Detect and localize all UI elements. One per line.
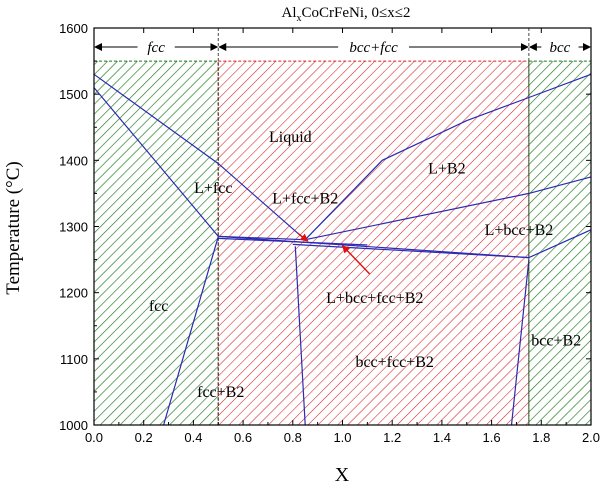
annotation-arrow-2 bbox=[341, 244, 371, 275]
phase-label-5: L+bcc+B2 bbox=[485, 222, 554, 239]
phase-label-9: bcc+B2 bbox=[531, 332, 581, 349]
phase-label-3: L+fcc bbox=[194, 180, 232, 197]
annotation-arrow-1 bbox=[297, 232, 309, 242]
header-label-2: bcc+fcc bbox=[349, 40, 398, 56]
phase-label-4: L+fcc+B2 bbox=[272, 191, 338, 208]
phase-label-10: fcc+B2 bbox=[197, 384, 244, 401]
y-tick-label-2: 1100 bbox=[60, 352, 88, 367]
x-tick-label-5: 0.8 bbox=[284, 430, 302, 445]
x-tick-label-7: 1.2 bbox=[383, 430, 401, 445]
y-tick-label-1: 1000 bbox=[59, 418, 88, 433]
title-main: Al bbox=[282, 5, 297, 21]
header-labels: fcc bcc+fcc bcc bbox=[94, 28, 591, 425]
title-subscript: x bbox=[297, 13, 302, 24]
phase-boundary-5 bbox=[218, 237, 368, 246]
x-tick-label-3: 0.4 bbox=[184, 430, 202, 445]
y-tick-label-7: 1600 bbox=[59, 21, 88, 36]
header-label-1: fcc bbox=[147, 40, 165, 56]
phase-boundary-4 bbox=[218, 235, 529, 259]
phase-label-2: L+B2 bbox=[428, 160, 465, 177]
y-axis-label: Temperature (°C) bbox=[3, 161, 24, 294]
x-tick-label-11: 2.0 bbox=[582, 430, 600, 445]
y-axis: 1000 1100 1200 1300 1400 1500 1600 bbox=[59, 21, 591, 433]
phase-boundary-11 bbox=[510, 259, 530, 426]
header-label-3: bcc bbox=[550, 40, 571, 56]
x-axis: 0.0 0.2 0.4 0.6 0.8 1.0 1.2 1.4 1.6 1.8 2.0 bbox=[85, 28, 600, 445]
region-3 bbox=[528, 60, 592, 426]
x-tick-label-6: 1.0 bbox=[333, 430, 351, 445]
phase-label-1: Liquid bbox=[269, 129, 312, 146]
title-rest: CoCrFeNi, 0≤x≤2 bbox=[302, 5, 411, 21]
x-tick-label-4: 0.6 bbox=[234, 430, 252, 445]
phase-boundary-2 bbox=[93, 87, 219, 237]
phase-label-7: fcc bbox=[149, 298, 169, 315]
y-tick-label-6: 1500 bbox=[59, 87, 88, 102]
phase-boundary-10 bbox=[294, 246, 306, 426]
phase-label-6: L+bcc+fcc+B2 bbox=[326, 290, 423, 307]
phase-boundary-8 bbox=[528, 229, 592, 259]
region-2 bbox=[217, 60, 530, 426]
x-tick-label-9: 1.6 bbox=[483, 430, 501, 445]
x-axis-label: X bbox=[335, 464, 350, 486]
x-tick-label-8: 1.4 bbox=[433, 430, 451, 445]
chart-title: AlxCoCrFeNi, 0≤x≤2 bbox=[282, 5, 411, 24]
phase-regions bbox=[93, 60, 592, 426]
annotation-arrows bbox=[297, 232, 371, 275]
y-tick-label-3: 1200 bbox=[59, 286, 88, 301]
region-1 bbox=[93, 60, 219, 426]
phase-labels: Liquid L+B2 L+fcc L+fcc+B2 L+bcc+B2 L+bcc+fcc… bbox=[149, 129, 581, 401]
y-tick-label-4: 1300 bbox=[59, 220, 88, 235]
phase-label-8: bcc+fcc+B2 bbox=[355, 354, 433, 371]
x-tick-label-1: 0.0 bbox=[85, 430, 103, 445]
phase-boundary-9 bbox=[163, 236, 219, 426]
y-tick-label-5: 1400 bbox=[59, 153, 88, 168]
x-tick-label-10: 1.8 bbox=[532, 430, 550, 445]
phase-boundary-7 bbox=[292, 243, 529, 259]
x-tick-label-2: 0.2 bbox=[135, 430, 153, 445]
